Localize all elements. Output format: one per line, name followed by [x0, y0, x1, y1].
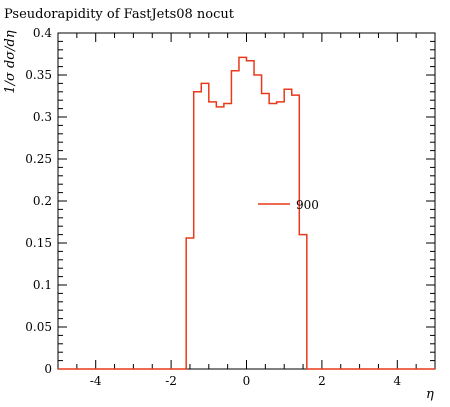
x-tick-label: 2 — [318, 374, 326, 388]
y-tick-label: 0.35 — [25, 68, 52, 82]
series-layer — [58, 56, 435, 370]
y-tick-label: 0.05 — [25, 320, 52, 334]
y-axis-ticks: 0 0.05 0.1 0.15 0.2 0.25 0.3 0.35 0.4 — [25, 26, 435, 376]
legend-label-900: 900 — [296, 198, 319, 212]
legend: 900 — [258, 198, 319, 212]
x-tick-label: 0 — [243, 374, 251, 388]
plot-frame — [57, 32, 436, 370]
y-tick-label: 0.4 — [33, 26, 52, 40]
x-axis-ticks: -4 -2 0 2 4 — [57, 33, 436, 388]
x-tick-label: -2 — [165, 374, 177, 388]
y-tick-label: 0 — [44, 362, 52, 376]
x-tick-label: 4 — [393, 374, 401, 388]
y-tick-label: 0.1 — [33, 278, 52, 292]
y-tick-label: 0.25 — [25, 152, 52, 166]
series-line-900 — [58, 56, 435, 370]
chart-title: Pseudorapidity of FastJets08 nocut — [4, 7, 235, 22]
y-tick-label: 0.3 — [33, 110, 52, 124]
y-axis-label: 1/σ dσ/dη — [3, 30, 18, 94]
x-axis-label: η — [426, 387, 434, 402]
y-tick-label: 0.15 — [25, 236, 52, 250]
y-tick-label: 0.2 — [33, 194, 52, 208]
x-tick-label: -4 — [90, 374, 102, 388]
